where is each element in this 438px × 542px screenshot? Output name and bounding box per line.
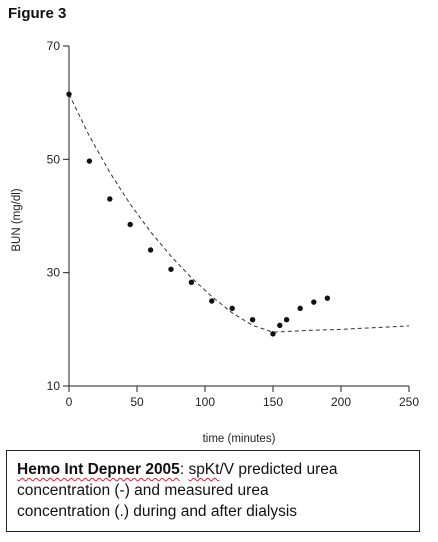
x-tick-label: 100 xyxy=(195,395,215,409)
x-tick-label: 150 xyxy=(263,395,283,409)
y-tick-label: 50 xyxy=(47,152,61,166)
y-tick-label: 30 xyxy=(47,266,61,280)
caption-line-1: Hemo Int Depner 2005: spKt/V predicted u… xyxy=(17,459,409,480)
measured-points-group xyxy=(66,91,331,337)
figure-label: Figure 3 xyxy=(8,5,67,22)
bun-chart: 10 30 50 70 0 50 100 150 200 250 time (minutes) B… xyxy=(11,39,420,445)
y-axis-title: BUN (mg/dl) xyxy=(11,188,23,251)
caption-line-3: concentration (.) during and after dialy… xyxy=(17,503,298,520)
measured-urea-point xyxy=(270,331,276,337)
measured-urea-point xyxy=(277,322,283,329)
measured-urea-point xyxy=(229,305,235,312)
caption-term: spKt xyxy=(188,461,220,478)
measured-urea-point xyxy=(107,196,113,202)
y-tick-label: 10 xyxy=(47,379,61,393)
x-tick-label: 250 xyxy=(399,395,419,409)
measured-urea-point xyxy=(188,279,195,285)
x-tick-label: 0 xyxy=(66,395,73,409)
caption-line-2: concentration (-) and measured urea xyxy=(17,482,269,499)
measured-urea-point xyxy=(283,317,290,323)
measured-urea-point xyxy=(86,158,93,164)
caption-source: Hemo Int Depner 2005 xyxy=(17,461,180,478)
measured-urea-point xyxy=(209,298,215,304)
y-tick-label: 70 xyxy=(47,39,61,53)
measured-urea-point xyxy=(311,299,317,305)
measured-urea-point xyxy=(147,247,154,253)
measured-urea-point xyxy=(168,266,174,272)
predicted-urea-line xyxy=(68,93,410,333)
caption-box: Hemo Int Depner 2005: spKt/V predicted u… xyxy=(6,450,420,532)
caption-line1-rest: /V predicted urea xyxy=(219,461,338,478)
caption-colon: : xyxy=(179,461,189,478)
x-tick-label: 50 xyxy=(130,395,144,409)
measured-urea-point xyxy=(297,305,303,312)
measured-urea-point xyxy=(66,91,72,97)
x-tick-label: 200 xyxy=(331,395,351,409)
measured-urea-point xyxy=(127,221,133,228)
measured-urea-point xyxy=(249,317,256,323)
measured-urea-point xyxy=(324,295,331,301)
predicted-curve-group xyxy=(68,93,410,333)
chart-axes: 10 30 50 70 0 50 100 150 200 250 xyxy=(47,39,420,409)
x-axis-title: time (minutes) xyxy=(203,433,276,445)
